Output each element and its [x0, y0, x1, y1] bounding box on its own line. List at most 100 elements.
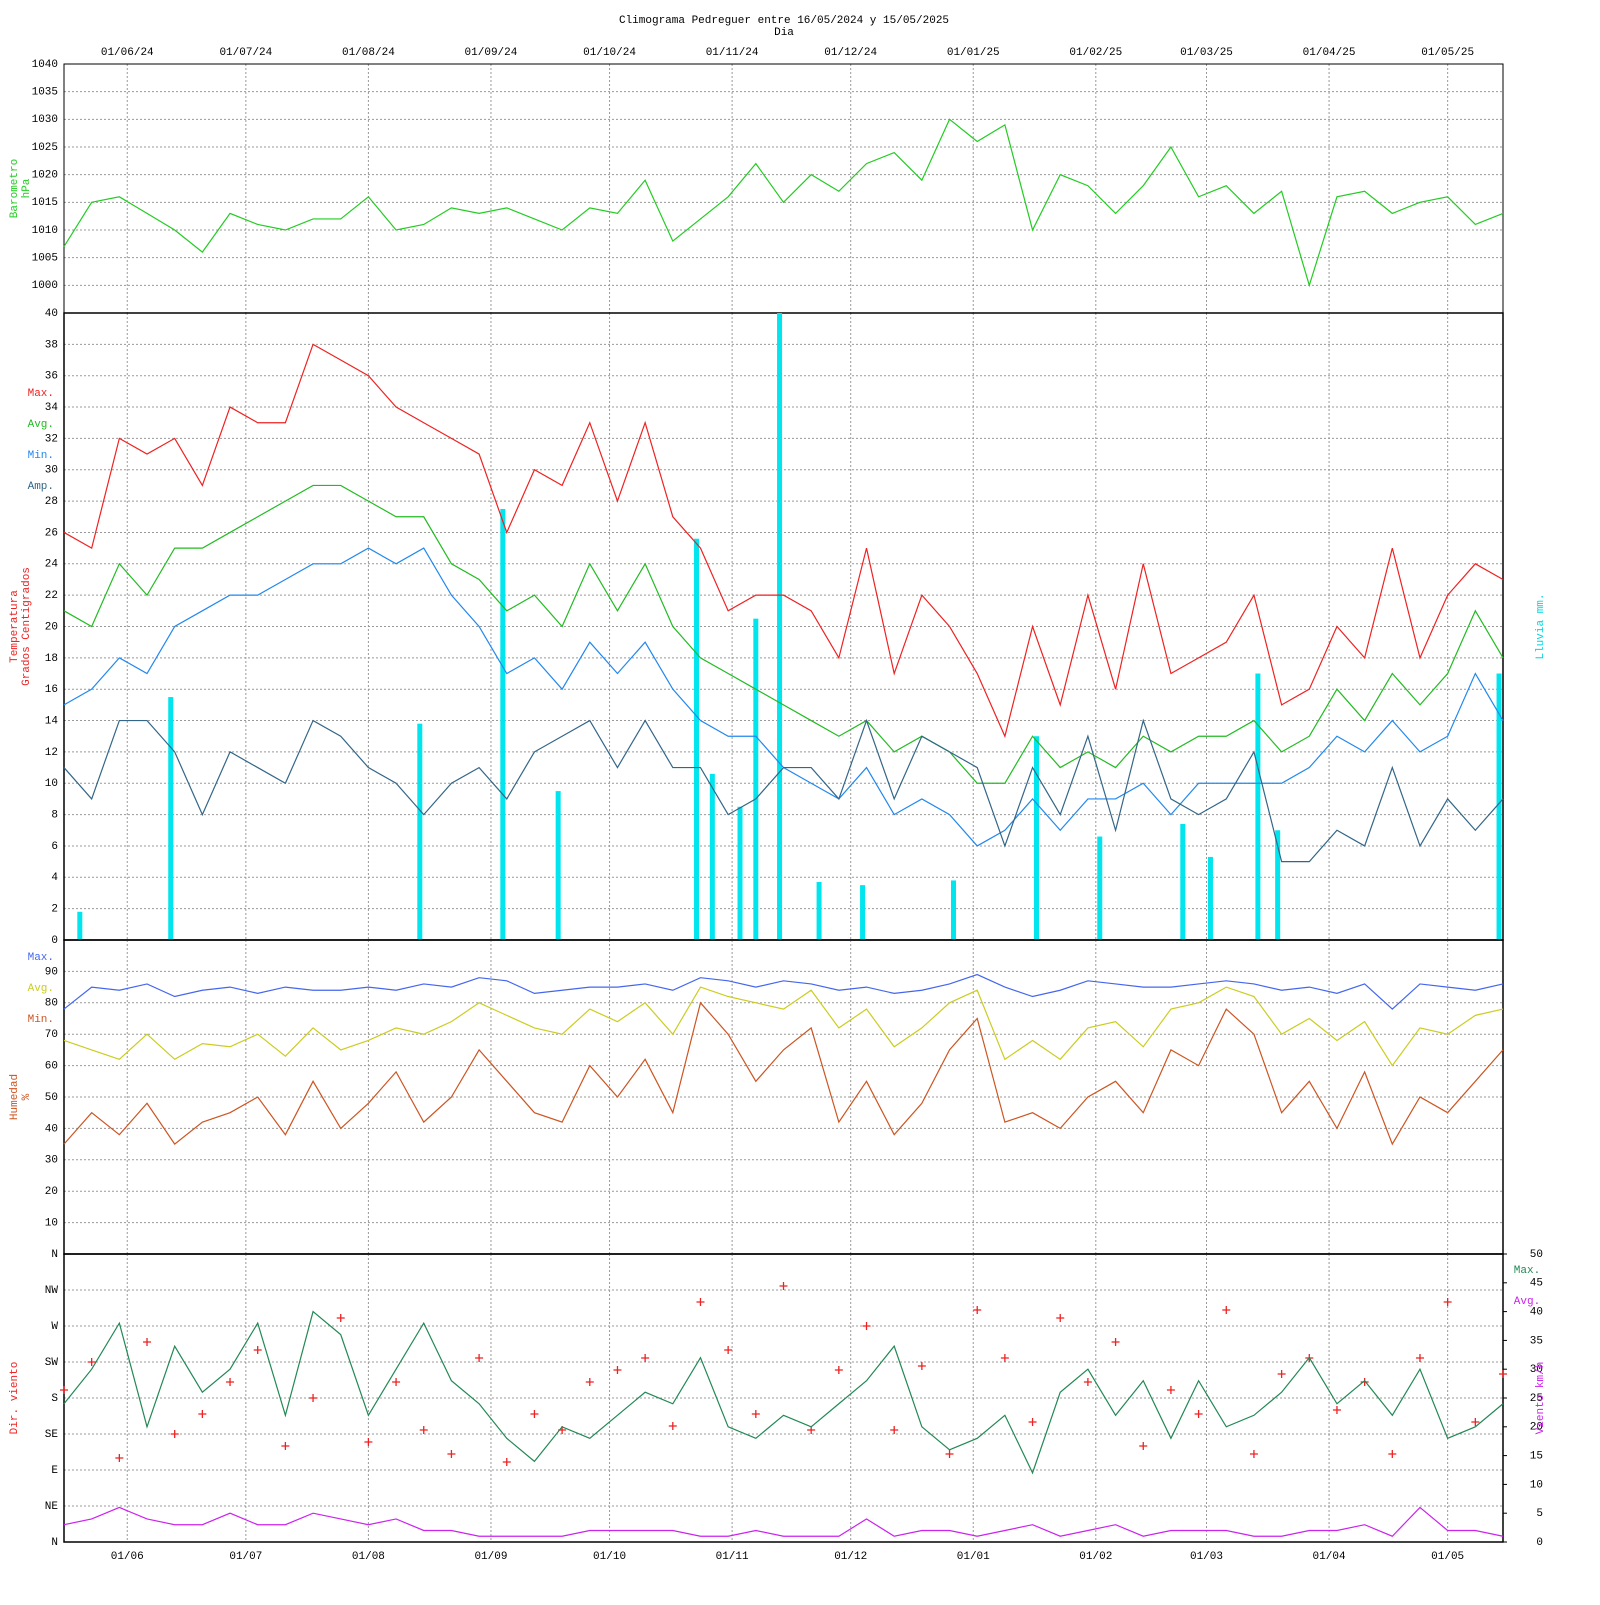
y-tick-label: 30 [45, 1155, 58, 1167]
y-tick-label: 1040 [32, 59, 58, 71]
x-tick-label: 01/03 [1190, 1551, 1223, 1563]
y2-tick-label: 30 [1530, 1364, 1543, 1376]
rain-bar [709, 773, 715, 940]
x-tick-label: 01/11 [716, 1551, 749, 1563]
legend-label: Amp. [28, 481, 54, 493]
wind-dir-point [613, 1366, 622, 1374]
wind-dir-point [1028, 1418, 1037, 1426]
y-tick-label: 20 [45, 621, 58, 633]
y-tick-label: SE [45, 1429, 59, 1441]
legend-label: Max. [28, 952, 54, 964]
wind-dir-point [1166, 1386, 1175, 1394]
y-tick-label: N [51, 1537, 58, 1549]
x-tick-label: 01/10 [593, 1551, 626, 1563]
y2-tick-label: 5 [1536, 1508, 1543, 1520]
rain-bar [1034, 736, 1040, 940]
x-tick-label: 01/06/24 [101, 47, 154, 59]
y-tick-label: 30 [45, 465, 58, 477]
y-tick-label: 26 [45, 527, 58, 539]
wind-dir-point [1499, 1370, 1507, 1378]
y-tick-label: 8 [51, 810, 58, 822]
rain-bar [1180, 824, 1186, 940]
y-tick-label: 16 [45, 684, 58, 696]
y-tick-label: 40 [45, 1123, 58, 1135]
rain-bar [77, 911, 83, 940]
rain-bar [950, 880, 956, 940]
y-tick-label: NE [45, 1501, 59, 1513]
wind-dir-point [973, 1306, 982, 1314]
y-tick-label: 20 [45, 1186, 58, 1198]
y-tick-label: W [51, 1321, 58, 1333]
legend-label: Max. [1514, 1265, 1540, 1277]
y-tick-label: 1025 [32, 142, 58, 154]
wind-dir-point [1471, 1418, 1480, 1426]
y-tick-label: N [51, 1249, 58, 1261]
y-tick-label: S [51, 1393, 58, 1405]
wind-dir-point [779, 1282, 788, 1290]
wind-dir-point [696, 1298, 705, 1306]
wind-dir-point [641, 1354, 650, 1362]
x-tick-label: 01/05 [1431, 1551, 1464, 1563]
rain-bar [555, 791, 561, 940]
x-tick-label: 01/05/25 [1421, 47, 1474, 59]
series-line [63, 484, 1504, 784]
rain-bar [168, 697, 174, 940]
x-tick-label: 01/02/25 [1069, 47, 1122, 59]
wind-dir-point [1083, 1378, 1092, 1386]
y-tick-label: 1035 [32, 87, 58, 99]
wind-dir-point [447, 1450, 456, 1458]
y2-tick-label: 45 [1530, 1278, 1543, 1290]
axis-label: Lluvia mm. [1535, 593, 1547, 659]
rain-bar [753, 618, 759, 940]
y-tick-label: 40 [45, 308, 58, 320]
wind-dir-point [226, 1378, 235, 1386]
rain-bar [860, 885, 866, 940]
wind-dir-point [392, 1378, 401, 1386]
wind-dir-point [198, 1410, 207, 1418]
rain-bar [1255, 673, 1261, 940]
y-tick-label: 32 [45, 433, 58, 445]
y-tick-label: 80 [45, 998, 58, 1010]
wind-dir-point [1388, 1450, 1397, 1458]
wind-dir-point [281, 1442, 290, 1450]
series-line [63, 343, 1504, 739]
wind-dir-point [475, 1354, 484, 1362]
x-tick-label: 01/12/24 [824, 47, 877, 59]
x-tick-label: 01/06 [111, 1551, 144, 1563]
wind-dir-point [143, 1338, 152, 1346]
rain-bar [777, 313, 783, 940]
y-tick-label: 34 [45, 402, 59, 414]
x-tick-label: 01/09 [474, 1551, 507, 1563]
legend-label: Avg. [28, 983, 54, 995]
rain-bar [737, 806, 743, 940]
x-tick-label: 01/04/25 [1303, 47, 1356, 59]
wind-dir-point [170, 1430, 179, 1438]
series-line [63, 1506, 1504, 1537]
wind-dir-point [945, 1450, 954, 1458]
y-tick-label: 1005 [32, 253, 58, 265]
rain-bar [694, 538, 700, 940]
x-tick-label: 01/09/24 [465, 47, 518, 59]
legend-label: Avg. [28, 419, 54, 431]
legend-label: Min. [28, 450, 54, 462]
y-tick-label: 90 [45, 966, 58, 978]
axis-label: Humedad [9, 1074, 21, 1120]
y-tick-label: 10 [45, 778, 58, 790]
axis-label: % [21, 1093, 33, 1100]
x-tick-label: 01/08 [352, 1551, 385, 1563]
wind-dir-point [1111, 1338, 1120, 1346]
y-tick-label: SW [45, 1357, 59, 1369]
x-tick-label: 01/01/25 [947, 47, 1000, 59]
y2-tick-label: 10 [1530, 1479, 1543, 1491]
wind-dir-point [253, 1346, 262, 1354]
chart-title: Climograma Pedreguer entre 16/05/2024 y … [619, 15, 949, 27]
y-tick-label: 1030 [32, 114, 58, 126]
wind-dir-point [502, 1458, 511, 1466]
x-tick-label: 01/10/24 [583, 47, 636, 59]
axis-label: Barometro [9, 159, 21, 218]
wind-dir-point [309, 1394, 318, 1402]
series-line [63, 1310, 1504, 1475]
x-tick-label: 01/11/24 [706, 47, 759, 59]
series-line [63, 118, 1504, 288]
rain-bar [816, 882, 822, 940]
